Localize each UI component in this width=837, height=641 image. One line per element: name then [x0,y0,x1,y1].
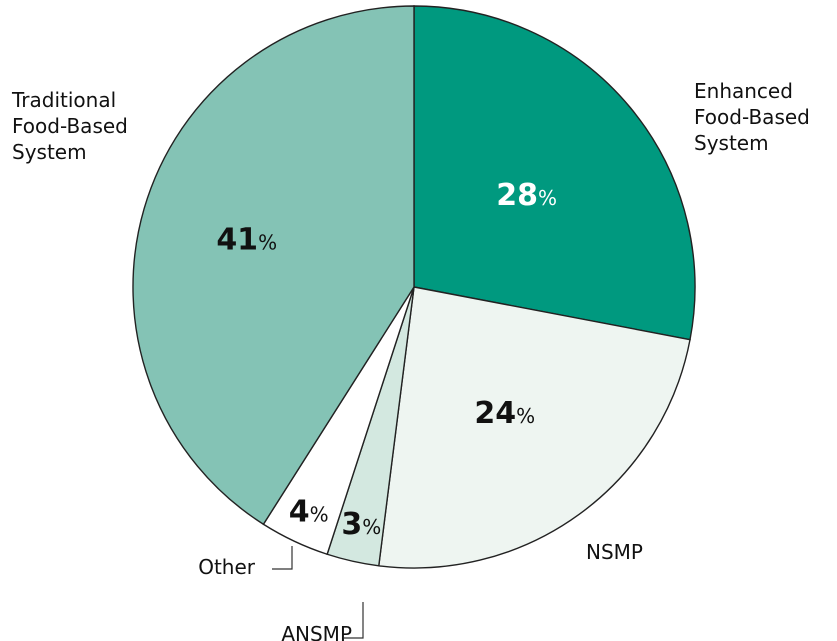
pie-slice-nsmp [377,286,691,569]
leader-line-ansmp [344,602,364,639]
category-label-traditional-food-based-system: Traditional Food-Based System [11,88,128,164]
category-label-line: System [694,131,769,155]
value-percent-sign: % [516,404,535,428]
value-number: 3 [341,507,362,542]
category-label-line: Traditional [11,88,116,112]
value-label-traditional-food-based-system: 41% [216,222,277,257]
value-label-enhanced-food-based-system: 28% [496,178,557,213]
category-label-line: Enhanced [694,79,793,103]
pie-slices [132,5,696,569]
category-label-line: Other [198,555,256,579]
value-number: 4 [289,495,310,530]
category-label-line: Food-Based [694,105,810,129]
pie-slice-traditional-food-based-system [132,5,415,526]
pie-category-labels: Enhanced Food-Based SystemNSMPANSMPOtherTr… [11,79,810,641]
value-label-other: 4% [289,495,329,530]
value-label-nsmp: 24% [474,396,535,431]
value-percent-sign: % [362,515,381,539]
value-percent-sign: % [258,230,277,254]
category-label-nsmp: NSMP [586,540,643,564]
value-number: 28 [496,178,538,213]
value-percent-sign: % [310,503,329,527]
category-label-line: System [12,140,87,164]
category-label-enhanced-food-based-system: Enhanced Food-Based System [694,79,810,155]
value-percent-sign: % [538,186,557,210]
category-label-line: ANSMP [281,622,352,641]
leader-line-other [272,546,293,570]
category-label-other: Other [198,555,256,579]
category-label-line: NSMP [586,540,643,564]
value-number: 41 [216,222,258,257]
category-label-ansmp: ANSMP [281,622,352,641]
value-number: 24 [474,396,516,431]
value-label-ansmp: 3% [341,507,381,542]
pie-value-labels: 28%24%3%4%41% [216,178,557,542]
pie-slice-enhanced-food-based-system [413,5,696,341]
category-label-line: Food-Based [12,114,128,138]
